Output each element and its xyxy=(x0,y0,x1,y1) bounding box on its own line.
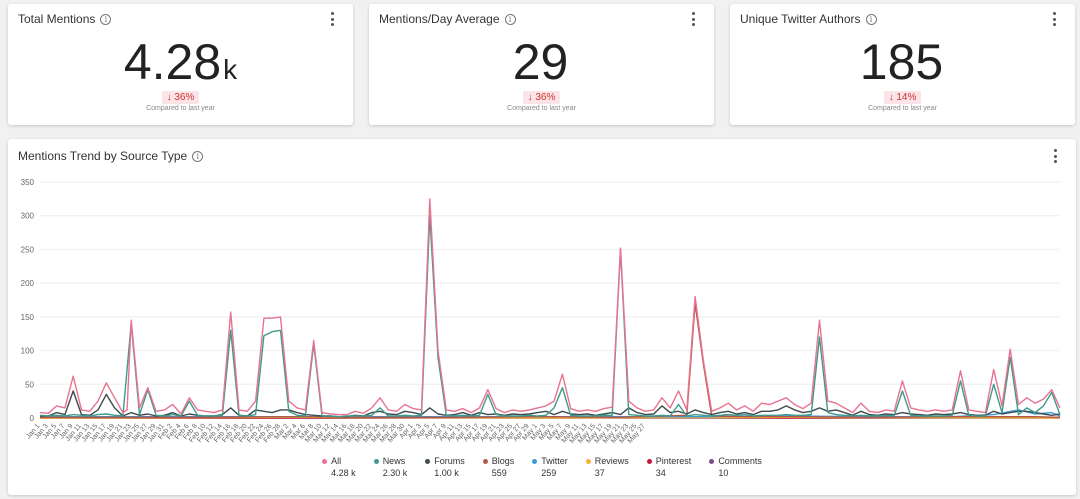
compare-text: Compared to last year xyxy=(507,105,576,112)
legend-dot-icon xyxy=(373,458,379,464)
trend-chart-card: Mentions Trend by Source Type i 0 50 100 15… xyxy=(8,139,1076,495)
legend-item-comments[interactable]: Comments 10 xyxy=(709,456,762,478)
legend-item-reviews[interactable]: Reviews 37 xyxy=(585,456,629,478)
kpi-card-total-mentions: Total Mentions i 4.28k ↓ 36% Compared to… xyxy=(8,4,353,125)
legend-count: 34 xyxy=(655,468,666,478)
legend-label: Twitter xyxy=(541,456,568,466)
legend-dot-icon xyxy=(322,458,328,464)
legend-label: News xyxy=(382,456,406,466)
arrow-down-icon: ↓ xyxy=(888,92,894,103)
legend-dot-icon xyxy=(482,458,488,464)
legend-label: Blogs xyxy=(491,456,515,466)
legend-label: Comments xyxy=(718,456,762,466)
legend-label: All xyxy=(331,456,342,466)
delta-value: 36% xyxy=(535,92,556,103)
kpi-title: Unique Twitter Authors xyxy=(740,12,861,26)
delta-value: 14% xyxy=(896,92,917,103)
legend-dot-icon xyxy=(532,458,538,464)
chart-title: Mentions Trend by Source Type xyxy=(18,149,188,163)
legend-item-forums[interactable]: Forums 1.00 k xyxy=(425,456,465,478)
legend-count: 37 xyxy=(594,468,605,478)
more-menu-icon[interactable] xyxy=(1050,149,1060,163)
delta-badge: ↓ 36% xyxy=(522,91,561,104)
info-icon[interactable]: i xyxy=(192,150,204,162)
kpi-card-mentions-per-day: Mentions/Day Average i 29 ↓ 36% Compared… xyxy=(369,4,714,125)
series-line-blogs xyxy=(40,302,1061,418)
more-menu-icon[interactable] xyxy=(688,12,698,26)
y-tick-label: 300 xyxy=(21,212,35,221)
kpi-title: Total Mentions xyxy=(18,12,96,26)
info-icon[interactable]: i xyxy=(865,13,877,25)
legend-label: Pinterest xyxy=(655,456,692,466)
y-tick-label: 350 xyxy=(21,178,35,187)
kpi-card-unique-twitter-authors: Unique Twitter Authors i 185 ↓ 14% Compa… xyxy=(730,4,1075,125)
y-tick-label: 100 xyxy=(21,347,35,356)
legend-count: 10 xyxy=(718,468,729,478)
legend-count: 2.30 k xyxy=(382,468,408,478)
more-menu-icon[interactable] xyxy=(1049,12,1059,26)
legend-item-all[interactable]: All 4.28 k xyxy=(322,456,356,478)
legend-label: Reviews xyxy=(594,456,629,466)
legend-count: 1.00 k xyxy=(434,468,459,478)
legend-dot-icon xyxy=(646,458,652,464)
legend-dot-icon xyxy=(709,458,715,464)
legend-label: Forums xyxy=(434,456,465,466)
legend-item-blogs[interactable]: Blogs 559 xyxy=(482,456,515,478)
chart-legend: All 4.28 k News 2.30 k Forums 1.00 k Blogs 559 T… xyxy=(8,456,1076,478)
delta-badge: ↓ 14% xyxy=(883,91,922,104)
legend-count: 259 xyxy=(541,468,557,478)
delta-value: 36% xyxy=(174,92,195,103)
legend-dot-icon xyxy=(425,458,431,464)
legend-count: 4.28 k xyxy=(331,468,356,478)
compare-text: Compared to last year xyxy=(146,105,215,112)
y-tick-label: 250 xyxy=(21,245,35,254)
kpi-value: 4.28 xyxy=(123,34,222,90)
kpi-value: 185 xyxy=(859,34,944,90)
delta-badge: ↓ 36% xyxy=(161,91,200,104)
y-tick-label: 150 xyxy=(21,313,35,322)
kpi-value: 29 xyxy=(512,34,569,90)
y-tick-label: 0 xyxy=(30,414,35,423)
info-icon[interactable]: i xyxy=(100,13,112,25)
y-tick-label: 200 xyxy=(21,279,35,288)
more-menu-icon[interactable] xyxy=(327,12,337,26)
legend-dot-icon xyxy=(585,458,591,464)
y-tick-label: 50 xyxy=(25,380,34,389)
kpi-unit: k xyxy=(223,54,238,85)
kpi-title: Mentions/Day Average xyxy=(379,12,500,26)
info-icon[interactable]: i xyxy=(504,13,516,25)
compare-text: Compared to last year xyxy=(868,105,937,112)
legend-item-twitter[interactable]: Twitter 259 xyxy=(532,456,568,478)
arrow-down-icon: ↓ xyxy=(527,92,533,103)
legend-count: 559 xyxy=(491,468,507,478)
legend-item-pinterest[interactable]: Pinterest 34 xyxy=(646,456,692,478)
series-line-all xyxy=(39,198,1061,416)
series-line-news xyxy=(39,214,1061,418)
legend-item-news[interactable]: News 2.30 k xyxy=(373,456,408,478)
arrow-down-icon: ↓ xyxy=(166,92,172,103)
